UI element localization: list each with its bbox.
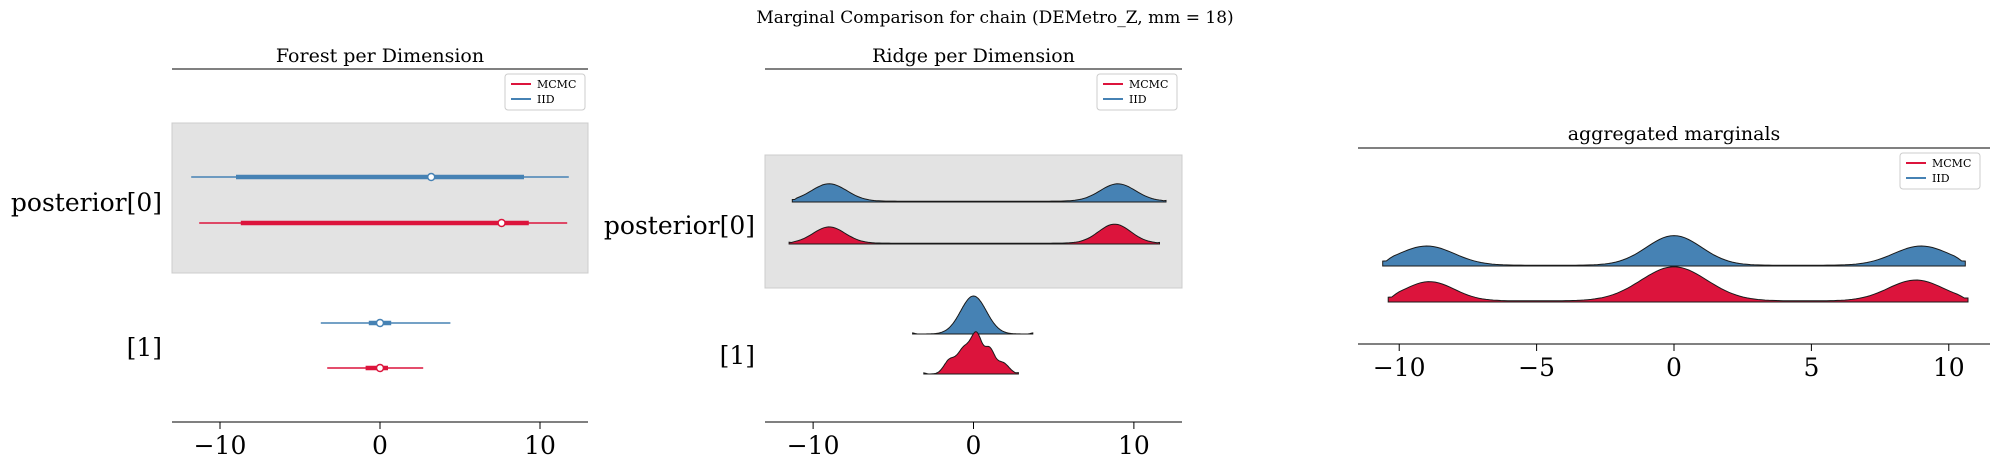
forest-median-mcmc	[497, 218, 506, 228]
forest-panel: posterior[0] [1] Forest per Dimension −10 0 1…	[11, 45, 589, 460]
aggregated-density-iid	[1382, 235, 1966, 267]
legend-label-mcmc: MCMC	[537, 78, 576, 91]
ridge-density-mcmc	[788, 223, 1160, 245]
x-tick-label: −10	[1373, 353, 1426, 382]
ridge-density-iid	[912, 295, 1034, 335]
ridge-density-iid	[791, 183, 1167, 203]
panel-title: aggregated marginals	[1568, 123, 1781, 145]
y-tick-label: posterior[0]	[11, 188, 162, 217]
x-tick-label: −5	[1518, 353, 1555, 382]
y-tick-label: [1]	[127, 333, 162, 362]
x-tick-label: 10	[1933, 353, 1965, 382]
panel-title: Ridge per Dimension	[872, 45, 1075, 67]
dimension-band	[764, 154, 1183, 289]
y-tick-label: posterior[0]	[604, 211, 755, 240]
x-tick-label: 0	[1666, 353, 1682, 382]
legend-label-iid: IID	[537, 93, 555, 106]
aggregated-panel: aggregated marginals −10 −5 0 5 10 MCMC IID	[1358, 123, 1990, 382]
ridge-panel: posterior[0] [1] Ridge per Dimension −10 0 10…	[604, 45, 1183, 460]
suptitle: Marginal Comparison for chain (DEMetro_Z…	[756, 8, 1233, 28]
legend-label-iid: IID	[1129, 93, 1147, 106]
forest-median-mcmc	[375, 363, 385, 373]
x-tick-label: −10	[194, 431, 247, 460]
legend-label-iid: IID	[1932, 172, 1950, 185]
x-tick-label: 10	[524, 431, 556, 460]
x-tick-label: 0	[966, 431, 982, 460]
x-tick-label: 5	[1803, 353, 1819, 382]
panel-title: Forest per Dimension	[276, 45, 484, 67]
dimension-band	[171, 122, 589, 274]
y-tick-label: [1]	[720, 341, 755, 370]
forest-median-iid	[375, 318, 385, 328]
x-tick-label: −10	[787, 431, 840, 460]
ridge-density-mcmc	[923, 331, 1019, 375]
x-tick-label: 0	[372, 431, 388, 460]
forest-median-iid	[426, 172, 436, 182]
x-tick-label: 10	[1118, 431, 1150, 460]
legend-label-mcmc: MCMC	[1932, 157, 1971, 170]
aggregated-density-mcmc	[1387, 266, 1969, 303]
legend-label-mcmc: MCMC	[1129, 78, 1168, 91]
